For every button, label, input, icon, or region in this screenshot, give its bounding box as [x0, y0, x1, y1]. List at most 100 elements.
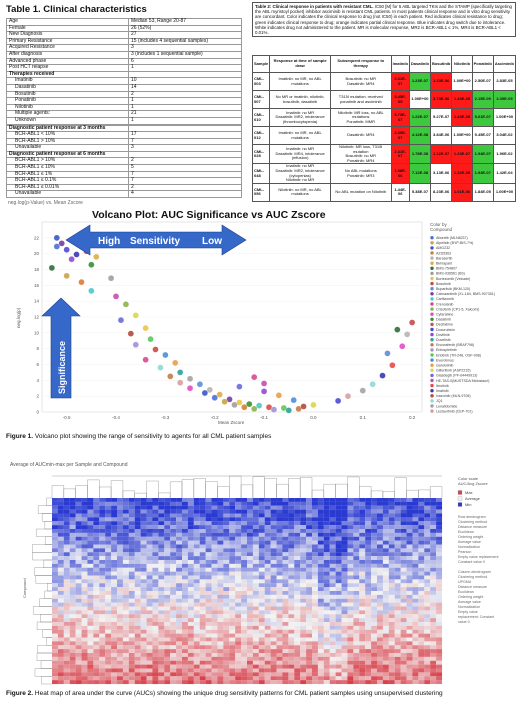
heatmap-cell — [400, 548, 407, 553]
heatmap-cell — [264, 641, 271, 646]
heatmap-cell — [347, 501, 354, 506]
heatmap-cell — [400, 645, 407, 650]
heatmap-cell — [199, 645, 206, 650]
heatmap-cell — [170, 548, 177, 553]
heatmap-cell — [377, 610, 383, 615]
table2-ic50-cell: 1.78E-08 — [408, 143, 431, 165]
heatmap-cell — [193, 505, 200, 510]
heatmap-cell — [105, 563, 112, 568]
heatmap-cell — [306, 513, 313, 518]
heatmap-cell — [187, 563, 194, 568]
heatmap-cell — [217, 517, 224, 522]
heatmap-cell — [182, 591, 188, 595]
heatmap-cell — [276, 633, 283, 638]
heatmap-cell — [63, 653, 70, 657]
heatmap-cell — [347, 498, 354, 502]
heatmap-cell — [252, 602, 259, 607]
heatmap-cell — [152, 637, 159, 642]
heatmap-cell — [164, 521, 171, 526]
heatmap-cell — [75, 579, 82, 584]
heatmap-cell — [52, 548, 58, 553]
heatmap-cell — [211, 656, 218, 661]
figure1-text: Volcano plot showing the range of sensit… — [33, 433, 272, 440]
heatmap-cell — [388, 649, 395, 654]
heatmap-cell — [140, 536, 147, 541]
heatmap-cell — [146, 583, 153, 588]
heatmap-cell — [317, 664, 324, 669]
heatmap-cell — [377, 656, 383, 661]
heatmap-cell — [353, 540, 360, 545]
heatmap-cell — [111, 633, 118, 638]
heatmap-cell — [252, 556, 259, 561]
heatmap-cell — [418, 598, 425, 603]
heatmap-cell — [400, 560, 407, 564]
heatmap-cell — [341, 606, 348, 611]
heatmap-cell — [294, 637, 301, 642]
heatmap-cell — [300, 529, 307, 533]
heatmap-cell — [122, 649, 129, 654]
heatmap-cell — [347, 583, 354, 588]
heatmap-cell — [394, 560, 401, 564]
table2-ic50-cell: 2.39E-09 — [492, 90, 517, 109]
heatmap-cell — [300, 544, 307, 549]
heatmap-cell — [229, 556, 236, 561]
heatmap-cell — [365, 637, 372, 642]
heatmap-cell — [99, 552, 106, 557]
heatmap-cell — [341, 583, 348, 588]
heatmap-cell — [69, 672, 76, 677]
heatmap-cell — [134, 591, 141, 595]
heatmap-cell — [164, 532, 171, 537]
heatmap-cell — [312, 552, 318, 557]
heatmap-cell — [176, 641, 183, 646]
heatmap-cell — [158, 587, 165, 592]
heatmap-cell — [252, 676, 259, 681]
heatmap-cell — [81, 505, 88, 510]
heatmap-cell — [140, 614, 147, 619]
heatmap-cell — [229, 637, 236, 642]
heatmap-cell — [270, 529, 277, 533]
heatmap-cell — [81, 563, 88, 568]
heatmap-legend-note: Normalization — [458, 545, 480, 549]
heatmap-cell — [329, 575, 336, 580]
heatmap-cell — [288, 579, 295, 584]
table2-ic50-cell: 1.58E-06 — [390, 163, 410, 184]
heatmap-cell — [75, 563, 82, 568]
dendrogram-branch — [34, 567, 52, 576]
volcano-point — [369, 381, 376, 388]
heatmap-cell — [105, 579, 112, 584]
heatmap-cell — [294, 540, 301, 545]
heatmap-cell — [276, 532, 283, 537]
heatmap-cell — [69, 525, 76, 530]
heatmap-cell — [134, 532, 141, 537]
heatmap-cell — [99, 672, 106, 677]
heatmap-cell — [52, 664, 58, 669]
heatmap-cell — [122, 579, 129, 584]
heatmap-cell — [347, 637, 354, 642]
heatmap-cell — [111, 625, 118, 630]
heatmap-cell — [199, 556, 206, 561]
heatmap-cell — [93, 521, 100, 526]
heatmap-cell — [312, 501, 318, 506]
heatmap-cell — [223, 629, 230, 634]
heatmap-cell — [164, 540, 171, 545]
heatmap-cell — [388, 641, 395, 646]
heatmap-cell — [81, 552, 88, 557]
heatmap-cell — [128, 517, 135, 522]
heatmap-cell — [258, 579, 265, 584]
heatmap-cell — [294, 521, 301, 526]
dendrogram-branch — [217, 486, 230, 498]
heatmap-cell — [205, 676, 212, 681]
heatmap-cell — [69, 498, 76, 502]
volcano-point — [300, 403, 307, 410]
volcano-legend-swatch — [430, 368, 434, 372]
heatmap-cell — [111, 529, 118, 533]
heatmap-cell — [270, 680, 277, 685]
heatmap-cell — [235, 656, 242, 661]
heatmap-cell — [394, 594, 401, 599]
heatmap-cell — [158, 676, 165, 681]
heatmap-cell — [176, 598, 183, 603]
table2-ic50-cell: 1.44E-05 — [451, 108, 473, 127]
heatmap-cell — [193, 645, 200, 650]
heatmap-cell — [164, 525, 171, 530]
heatmap-cell — [323, 552, 330, 557]
